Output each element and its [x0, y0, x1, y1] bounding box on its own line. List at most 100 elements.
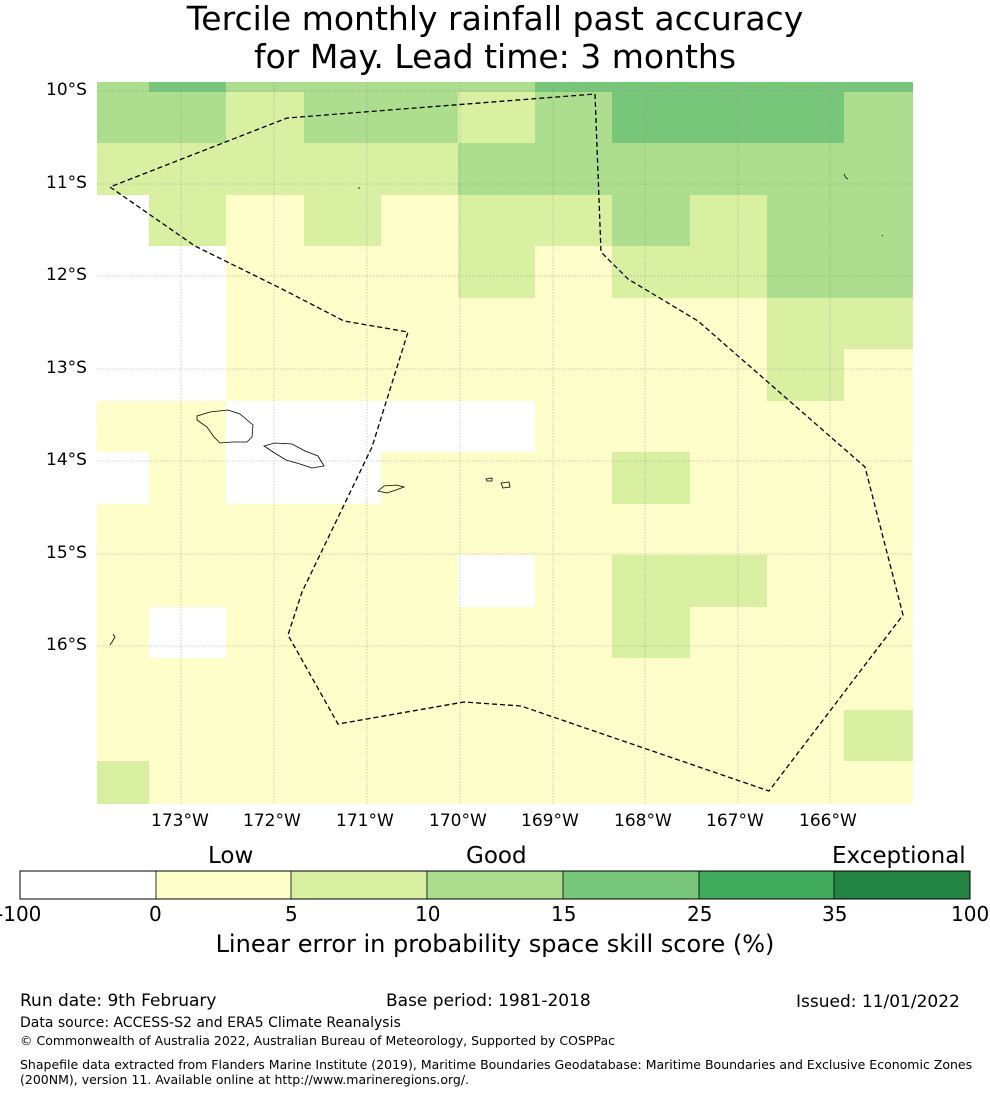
graticule — [97, 82, 913, 804]
colorbar-tick: -100 — [0, 902, 42, 926]
grid-cell — [226, 349, 767, 401]
island-ofu — [485, 477, 493, 482]
grid-cell — [458, 195, 612, 246]
grid-cell — [97, 349, 226, 401]
lat-label: 11°S — [46, 173, 87, 193]
grid-cell — [844, 710, 913, 761]
title-line-1: Tercile monthly rainfall past accuracy — [186, 0, 804, 38]
colorbar — [19, 870, 971, 900]
grid-cell — [612, 452, 690, 504]
island-small-b — [843, 173, 849, 180]
issued-date: Issued: 11/01/2022 — [796, 992, 960, 1012]
colorbar-category-good: Good — [466, 843, 527, 869]
colorbar-frame — [19, 870, 971, 900]
grid-cell — [149, 82, 226, 92]
grid-cell — [97, 82, 149, 92]
grid-cell — [690, 607, 913, 658]
grid-cell — [304, 92, 458, 143]
grid-cell — [612, 555, 767, 607]
grid-cell — [226, 452, 381, 504]
colorbar-segment — [834, 871, 970, 899]
colorbar-segment — [699, 871, 834, 899]
chart-title: Tercile monthly rainfall past accuracy f… — [0, 0, 990, 76]
grid-cell — [226, 82, 304, 92]
colorbar-category-low: Low — [208, 843, 254, 869]
grid-cell — [844, 349, 913, 401]
grid-cell — [97, 143, 458, 195]
shapefile-credit-line-2: (200NM), version 11. Available online at… — [20, 1072, 470, 1087]
lat-label: 14°S — [46, 450, 87, 470]
grid-cell — [226, 607, 612, 658]
grid-cell — [149, 761, 913, 804]
grid-cell — [381, 452, 612, 504]
island-swains — [109, 633, 116, 646]
grid-cell — [767, 195, 913, 246]
grid-cell — [612, 195, 690, 246]
grid-cell — [612, 92, 844, 143]
lon-label: 166°W — [799, 811, 857, 831]
grid-cell — [97, 246, 226, 298]
grid-cell — [97, 195, 149, 246]
grid-cell — [226, 401, 535, 452]
island-savaii — [196, 409, 254, 444]
grid-cell — [226, 92, 304, 143]
colorbar-title: Linear error in probability space skill … — [215, 930, 775, 958]
data-source: Data source: ACCESS-S2 and ERA5 Climate … — [20, 1015, 401, 1031]
colorbar-segment — [20, 871, 156, 899]
island-small-c — [881, 234, 884, 237]
colorbar-segment — [427, 871, 563, 899]
grid-cell — [304, 82, 458, 92]
grid-cell — [767, 246, 913, 298]
grid-cell — [304, 195, 381, 246]
grid-cell — [149, 452, 226, 504]
grid-cell — [767, 555, 913, 607]
grid-cell — [149, 195, 226, 246]
island-tutuila — [377, 484, 406, 494]
grid-cell — [458, 92, 535, 143]
copyright: © Commonwealth of Australia 2022, Austra… — [20, 1033, 615, 1048]
grid-cell — [844, 92, 913, 143]
grid-cell — [97, 452, 149, 504]
lat-label: 15°S — [46, 543, 87, 563]
lon-label: 173°W — [151, 811, 209, 831]
colorbar-category-exceptional: Exceptional — [832, 843, 966, 869]
colorbar-segment — [563, 871, 699, 899]
grid-cell — [535, 82, 913, 92]
grid-cell — [381, 195, 458, 246]
grid-cell — [97, 607, 149, 658]
colorbar-segment — [291, 871, 427, 899]
grid-cell — [149, 607, 226, 658]
colorbar-tick: 10 — [415, 902, 441, 926]
grid-cell — [97, 504, 913, 555]
grid-cell — [458, 555, 535, 607]
grid-cell — [458, 246, 535, 298]
island-upolu — [263, 442, 325, 469]
grid-cell — [612, 246, 767, 298]
grid-cell — [226, 298, 767, 349]
grid-cell — [767, 349, 844, 401]
grid-cell — [690, 452, 913, 504]
grid-cell — [97, 401, 226, 452]
grid-cell — [535, 555, 612, 607]
shapefile-credit-line-1: Shapefile data extracted from Flanders M… — [20, 1057, 973, 1072]
eez-boundary — [108, 93, 904, 792]
lon-label: 168°W — [614, 811, 672, 831]
lat-label: 13°S — [46, 358, 87, 378]
grid-cell — [535, 401, 913, 452]
islands — [109, 173, 884, 646]
grid-cell — [226, 246, 458, 298]
grid-cell — [97, 555, 458, 607]
colorbar-tick: 100 — [951, 902, 990, 926]
grid-cell — [535, 246, 612, 298]
lon-label: 167°W — [706, 811, 764, 831]
colorbar-tick: 0 — [149, 902, 162, 926]
grid-cell — [97, 298, 226, 349]
lat-label: 12°S — [46, 265, 87, 285]
lon-label: 171°W — [336, 811, 394, 831]
base-period: Base period: 1981-2018 — [386, 991, 591, 1011]
island-tau — [500, 481, 511, 489]
lon-label: 169°W — [521, 811, 579, 831]
lat-label: 16°S — [46, 635, 87, 655]
colorbar-tick: 25 — [687, 902, 713, 926]
